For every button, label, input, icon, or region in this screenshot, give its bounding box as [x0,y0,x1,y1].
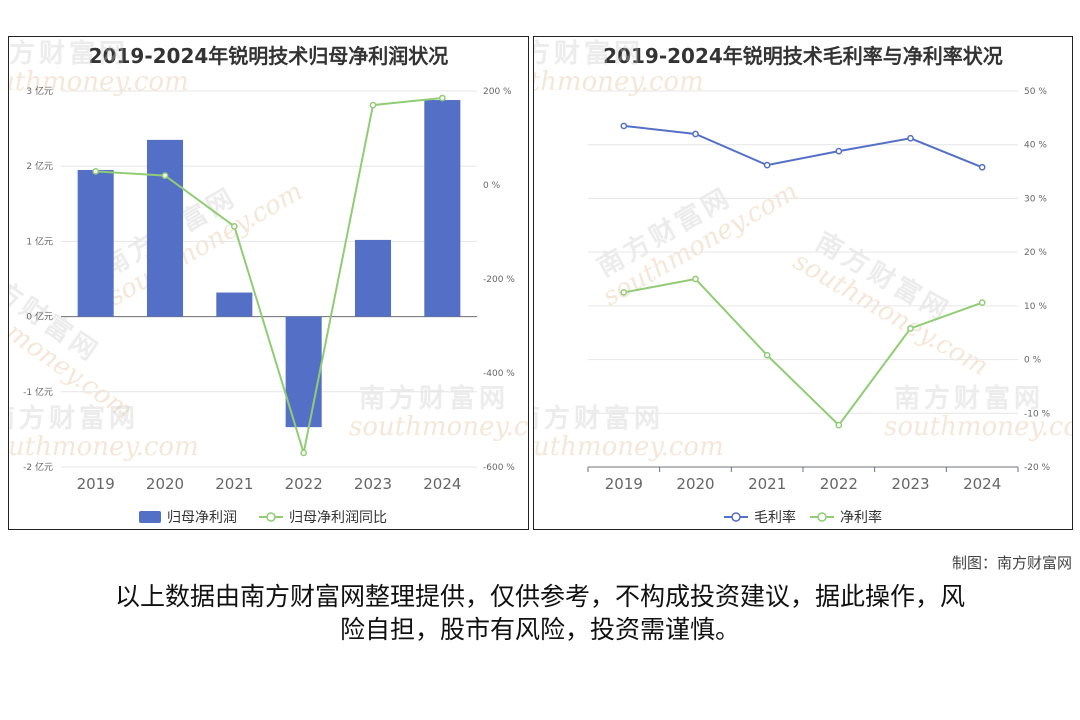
margin-chart-panel: 2019-2024年锐明技术毛利率与净利率状况 南方财富网southmoney.… [533,36,1073,530]
watermark-en: southmoney.com [9,67,189,97]
y-left-tick-label: -1 亿元 [23,386,53,398]
point-毛利率-2023 [907,134,914,142]
net-profit-chart: 南方财富网southmoney.com南方财富网southmoney.com南方… [9,38,528,526]
x-tick-label: 2022 [285,475,323,493]
right-chart-title: 2019-2024年锐明技术毛利率与净利率状况 [603,44,1003,68]
bar-2024 [424,100,461,317]
point-净利率-2019 [620,289,628,296]
y-right-tick-label: -200 % [483,275,515,285]
legend-bar-label: 归母净利润 [167,509,237,526]
watermark-en: southmoney.com [349,412,528,442]
y-tick-label: -20 % [1024,463,1051,473]
point-毛利率-2020 [692,130,699,138]
y-left-tick-label: -2 亿元 [23,461,53,473]
yoy-point-2021 [230,223,238,230]
x-tick-label: 2023 [354,475,392,493]
legend-gross-label: 毛利率 [754,509,796,526]
watermark-cn: 南方财富网 [9,403,139,434]
watermark-cn: 南方财富网 [894,383,1044,414]
x-tick-label: 2024 [423,475,461,493]
point-毛利率-2019 [620,122,628,130]
legend-net-marker [817,512,827,522]
y-right-tick-label: -400 % [483,369,515,379]
line-净利率 [623,277,983,427]
left-chart-title: 2019-2024年锐明技术归母净利润状况 [88,44,449,68]
bar-2023 [354,239,392,317]
legend-net-label: 净利率 [840,509,882,526]
legend-line-marker [266,512,276,522]
point-净利率-2023 [907,325,914,332]
margin-chart: 南方财富网southmoney.com南方财富网southmoney.com南方… [534,38,1072,526]
y-left-tick-label: 3 亿元 [26,85,53,97]
disclaimer-line-1: 以上数据由南方财富网整理提供，仅供参考，不构成投资建议，据此操作，风 [114,582,965,611]
y-left-tick-label: 2 亿元 [26,160,53,172]
point-毛利率-2022 [835,147,843,155]
bar-2022 [285,316,322,428]
y-left-tick-label: 1 亿元 [26,235,53,247]
point-净利率-2022 [835,421,843,429]
watermark-en: southmoney.com [884,412,1072,442]
bar-2020 [146,139,184,317]
line-毛利率 [623,124,983,169]
legend-bar-swatch [139,511,161,523]
yoy-line [95,97,443,454]
y-right-tick-label: 0 % [483,181,501,191]
y-tick-label: -10 % [1024,409,1051,419]
legend-line-label: 归母净利润同比 [289,509,387,526]
watermark-cn: 南方财富网 [9,38,129,69]
disclaimer-line-2: 险自担，股市有风险，投资需谨慎。 [339,615,740,644]
x-tick-label: 2022 [820,475,858,493]
y-tick-label: 30 % [1024,194,1047,204]
yoy-point-2024 [438,94,446,102]
yoy-point-2020 [161,172,169,179]
y-left-tick-label: 0 亿元 [26,311,53,323]
y-tick-label: 10 % [1024,302,1047,312]
point-毛利率-2024 [978,163,986,171]
watermark-cn: 南方财富网 [534,38,644,69]
x-tick-label: 2021 [215,475,253,493]
point-净利率-2024 [978,299,986,306]
point-净利率-2021 [763,351,771,359]
watermark-en: southmoney.com [9,432,199,462]
point-净利率-2020 [692,275,699,283]
x-tick-label: 2020 [676,475,714,493]
point-毛利率-2021 [763,161,771,169]
x-tick-label: 2021 [748,475,786,493]
watermark-cn: 南方财富网 [534,403,664,434]
bar-2021 [216,292,253,317]
y-tick-label: 0 % [1024,356,1042,366]
x-tick-label: 2024 [963,475,1001,493]
yoy-point-2022 [300,449,308,457]
x-tick-label: 2020 [146,475,184,493]
x-tick-label: 2023 [891,475,929,493]
y-tick-label: 20 % [1024,248,1047,258]
y-right-tick-label: -600 % [483,463,515,473]
x-tick-label: 2019 [77,475,115,493]
x-tick-label: 2019 [605,475,643,493]
y-right-tick-label: 200 % [483,87,512,97]
watermark-en: southmoney.com [534,67,704,97]
y-tick-label: 50 % [1024,87,1047,97]
legend-gross-marker [731,512,741,522]
chart-credit: 制图：南方财富网 [951,554,1072,572]
disclaimer: 以上数据由南方财富网整理提供，仅供参考，不构成投资建议，据此操作，风 险自担，股… [60,580,1020,646]
yoy-point-2019 [92,168,100,175]
net-profit-chart-panel: 2019-2024年锐明技术归母净利润状况 南方财富网southmoney.co… [8,36,529,530]
yoy-point-2023 [369,101,377,109]
watermark-en: southmoney.com [534,432,724,462]
y-tick-label: 40 % [1024,141,1047,151]
bar-2019 [77,169,114,317]
watermark-cn: 南方财富网 [359,383,509,414]
